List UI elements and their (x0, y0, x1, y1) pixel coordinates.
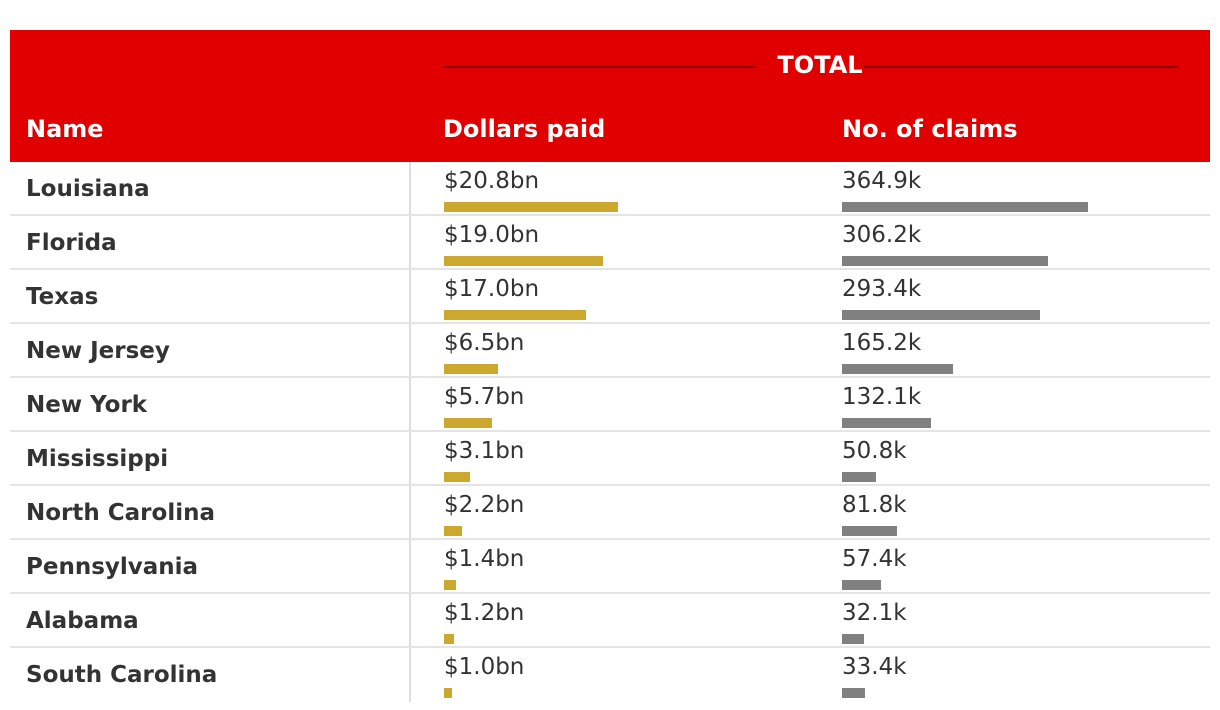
dollars-paid-label: $20.8bn (444, 168, 540, 194)
row-separator (10, 538, 1210, 540)
row-name: Pennsylvania (26, 554, 199, 580)
claims-label: 364.9k (842, 168, 922, 194)
column-header-claims: No. of claims (842, 115, 1018, 143)
row-separator (10, 214, 1210, 216)
claims-bar (842, 256, 1048, 266)
dollars-paid-label: $17.0bn (444, 276, 540, 302)
claims-label: 33.4k (842, 654, 907, 680)
claims-label: 81.8k (842, 492, 907, 518)
dollars-paid-bar (444, 310, 586, 320)
row-name: South Carolina (26, 662, 218, 688)
dollars-paid-label: $2.2bn (444, 492, 525, 518)
claims-bar (842, 580, 881, 590)
claims-bar (842, 202, 1088, 212)
claims-label: 165.2k (842, 330, 922, 356)
claims-label: 57.4k (842, 546, 907, 572)
dollars-paid-bar (444, 418, 492, 428)
dollars-paid-label: $1.2bn (444, 600, 525, 626)
claims-bar (842, 526, 897, 536)
table-row: South Carolina $1.0bn 33.4k (10, 648, 1210, 702)
row-name: North Carolina (26, 500, 215, 526)
dollars-paid-bar (444, 256, 603, 266)
dollars-paid-label: $3.1bn (444, 438, 525, 464)
claims-bar (842, 364, 953, 374)
table-row: Florida $19.0bn 306.2k (10, 216, 1210, 270)
claims-bar (842, 418, 931, 428)
row-separator (10, 592, 1210, 594)
claims-bar (842, 634, 864, 644)
table-row: North Carolina $2.2bn 81.8k (10, 486, 1210, 540)
column-header-dollars-paid: Dollars paid (443, 115, 606, 143)
table-row: Pennsylvania $1.4bn 57.4k (10, 540, 1210, 594)
dollars-paid-bar (444, 472, 470, 482)
column-divider (409, 162, 411, 702)
row-name: Texas (26, 284, 99, 310)
row-separator (10, 376, 1210, 378)
table-body: Louisiana $20.8bn 364.9k Florida $19.0bn 306.… (10, 162, 1210, 702)
row-name: Louisiana (26, 176, 150, 202)
row-name: Florida (26, 230, 117, 256)
row-separator (10, 268, 1210, 270)
dollars-paid-bar (444, 688, 452, 698)
claims-label: 50.8k (842, 438, 907, 464)
table-row: New York $5.7bn 132.1k (10, 378, 1210, 432)
table-row: Alabama $1.2bn 32.1k (10, 594, 1210, 648)
claims-label: 306.2k (842, 222, 922, 248)
dollars-paid-label: $1.0bn (444, 654, 525, 680)
dollars-paid-label: $19.0bn (444, 222, 540, 248)
claims-bar (842, 688, 865, 698)
column-header-name: Name (26, 115, 104, 143)
dollars-paid-bar (444, 580, 456, 590)
row-separator (10, 430, 1210, 432)
row-separator (10, 646, 1210, 648)
row-name: Alabama (26, 608, 139, 634)
table-row: Mississippi $3.1bn 50.8k (10, 432, 1210, 486)
dollars-paid-bar (444, 202, 618, 212)
dollars-paid-bar (444, 634, 454, 644)
dollars-paid-label: $6.5bn (444, 330, 525, 356)
claims-label: 32.1k (842, 600, 907, 626)
row-separator (10, 484, 1210, 486)
dollars-paid-label: $5.7bn (444, 384, 525, 410)
claims-bar (842, 310, 1040, 320)
row-separator (10, 322, 1210, 324)
dollars-paid-bar (444, 364, 498, 374)
group-title: TOTAL (777, 51, 863, 79)
table-row: Louisiana $20.8bn 364.9k (10, 162, 1210, 216)
table-row: Texas $17.0bn 293.4k (10, 270, 1210, 324)
table-row: New Jersey $6.5bn 165.2k (10, 324, 1210, 378)
dollars-paid-bar (444, 526, 462, 536)
claims-bar (842, 472, 876, 482)
row-name: New Jersey (26, 338, 170, 364)
group-rule-left (443, 66, 756, 68)
row-name: Mississippi (26, 446, 169, 472)
table-header: TOTAL Name Dollars paid No. of claims (10, 30, 1210, 162)
dollars-paid-label: $1.4bn (444, 546, 525, 572)
claims-label: 293.4k (842, 276, 922, 302)
group-rule-right (864, 66, 1178, 68)
row-name: New York (26, 392, 148, 418)
claims-label: 132.1k (842, 384, 922, 410)
